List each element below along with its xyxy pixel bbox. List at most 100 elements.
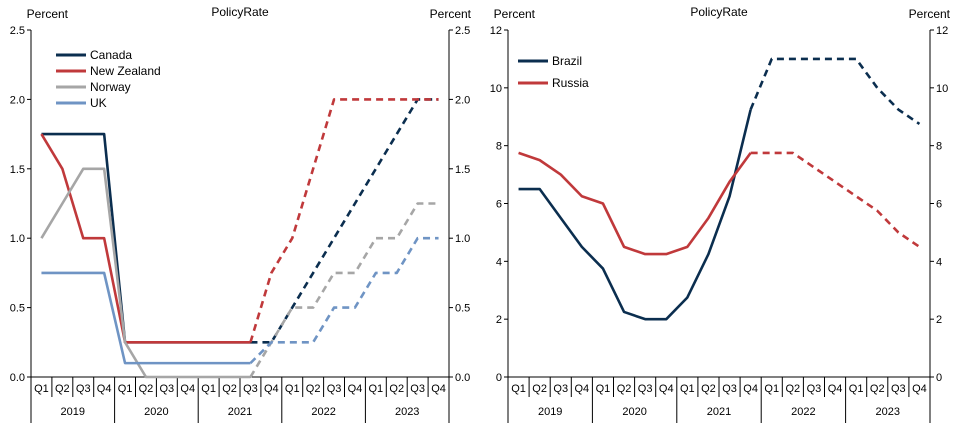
- x-tick-label-quarter: Q2: [389, 383, 404, 395]
- x-tick-label-quarter: Q2: [617, 383, 632, 395]
- x-tick-label-quarter: Q1: [369, 383, 384, 395]
- x-tick-label-quarter: Q1: [201, 383, 216, 395]
- y-tick-label-left: 2.0: [10, 94, 25, 106]
- y-tick-label-right: 0.5: [455, 303, 470, 315]
- legend-label-russia: Russia: [552, 76, 589, 90]
- x-tick-label-quarter: Q3: [722, 383, 737, 395]
- x-tick-label-quarter: Q2: [701, 383, 716, 395]
- series-line-brazil-actual: [518, 109, 752, 321]
- y-tick-label-right: 6: [936, 199, 942, 211]
- chart-title: PolicyRate: [211, 5, 269, 19]
- x-tick-label-quarter: Q4: [828, 383, 843, 395]
- x-tick-label-year: 2021: [228, 406, 252, 418]
- legend-label-canada: Canada: [90, 48, 132, 62]
- y-axis-label-right: Percent: [909, 7, 951, 21]
- series-line-uk-actual: [41, 271, 251, 365]
- x-tick-label-quarter: Q3: [553, 383, 568, 395]
- y-tick-label-right: 8: [936, 141, 942, 153]
- x-tick-label-quarter: Q4: [97, 383, 112, 395]
- x-tick-label-quarter: Q4: [431, 383, 446, 395]
- x-tick-label-quarter: Q1: [285, 383, 300, 395]
- y-axis-label-left: Percent: [494, 7, 536, 21]
- y-tick-label-left: 4: [496, 256, 502, 268]
- y-axis-label-left: Percent: [27, 7, 69, 21]
- y-tick-label-right: 12: [936, 25, 948, 37]
- x-tick-label-quarter: Q3: [891, 383, 906, 395]
- series-line-uk-projection: [249, 236, 439, 365]
- x-tick-label-quarter: Q4: [348, 383, 363, 395]
- y-tick-label-right: 10: [936, 83, 948, 95]
- y-tick-label-right: 0.0: [455, 372, 470, 384]
- x-tick-label-quarter: Q3: [410, 383, 425, 395]
- series-line-brazil-projection: [749, 57, 921, 126]
- series-line-russia-projection: [750, 151, 921, 248]
- x-tick-label-quarter: Q1: [511, 383, 526, 395]
- chart-title: PolicyRate: [690, 5, 748, 19]
- x-tick-label-quarter: Q1: [764, 383, 779, 395]
- x-tick-label-quarter: Q3: [807, 383, 822, 395]
- y-tick-label-left: 0.5: [10, 303, 25, 315]
- y-tick-label-left: 0.0: [10, 372, 25, 384]
- series-line-norway-projection: [249, 202, 439, 378]
- x-tick-label-quarter: Q3: [327, 383, 342, 395]
- y-tick-label-right: 1.0: [455, 233, 470, 245]
- series-line-new-zealand-actual: [40, 133, 251, 344]
- x-tick-label-year: 2021: [707, 406, 731, 418]
- series-line-norway-actual: [40, 167, 251, 379]
- x-tick-label-quarter: Q3: [160, 383, 175, 395]
- x-tick-label-quarter: Q4: [264, 383, 279, 395]
- x-tick-label-quarter: Q2: [55, 383, 70, 395]
- y-tick-label-right: 2.0: [455, 94, 470, 106]
- x-tick-label-year: 2019: [538, 406, 562, 418]
- y-tick-label-right: 2.5: [455, 25, 470, 37]
- y-tick-label-right: 1.5: [455, 164, 470, 176]
- x-tick-label-quarter: Q4: [659, 383, 674, 395]
- legend-label-uk: UK: [90, 96, 107, 110]
- y-tick-label-left: 10: [490, 83, 502, 95]
- series-line-new-zealand-projection: [249, 98, 439, 343]
- legend-label-brazil: Brazil: [552, 54, 582, 68]
- x-tick-label-quarter: Q3: [76, 383, 91, 395]
- series-line-canada-projection: [250, 98, 439, 344]
- x-tick-label-year: 2019: [61, 406, 85, 418]
- series-line-canada-actual: [41, 132, 251, 344]
- x-tick-label-quarter: Q4: [575, 383, 590, 395]
- y-tick-label-left: 1.0: [10, 233, 25, 245]
- x-tick-label-quarter: Q1: [34, 383, 49, 395]
- x-tick-label-quarter: Q1: [118, 383, 133, 395]
- x-tick-label-year: 2022: [791, 406, 815, 418]
- x-tick-label-quarter: Q2: [870, 383, 885, 395]
- x-tick-label-quarter: Q2: [786, 383, 801, 395]
- y-tick-label-left: 12: [490, 25, 502, 37]
- y-tick-label-left: 8: [496, 141, 502, 153]
- legend-label-new-zealand: New Zealand: [90, 64, 161, 78]
- x-tick-label-quarter: Q3: [638, 383, 653, 395]
- x-tick-label-quarter: Q4: [743, 383, 758, 395]
- x-tick-label-year: 2023: [395, 406, 419, 418]
- legend-label-norway: Norway: [90, 80, 131, 94]
- y-tick-label-right: 2: [936, 314, 942, 326]
- y-tick-label-right: 0: [936, 372, 942, 384]
- x-tick-label-quarter: Q1: [596, 383, 611, 395]
- x-tick-label-quarter: Q2: [306, 383, 321, 395]
- x-tick-label-quarter: Q3: [243, 383, 258, 395]
- x-tick-label-year: 2022: [311, 406, 335, 418]
- right-chart-emerging-economies: Percent PolicyRate Percent 0 0 2 2 4 4 6 6 8 8 10 10 12…: [490, 5, 951, 423]
- y-tick-label-left: 6: [496, 199, 502, 211]
- x-tick-label-quarter: Q4: [912, 383, 927, 395]
- y-tick-label-right: 4: [936, 256, 942, 268]
- x-tick-label-year: 2020: [622, 406, 646, 418]
- y-tick-label-left: 1.5: [10, 164, 25, 176]
- y-tick-label-left: 2: [496, 314, 502, 326]
- x-tick-label-quarter: Q1: [680, 383, 695, 395]
- series-line-russia-actual: [518, 151, 752, 256]
- x-tick-label-year: 2020: [144, 406, 168, 418]
- x-tick-label-quarter: Q2: [222, 383, 237, 395]
- x-tick-label-quarter: Q1: [849, 383, 864, 395]
- y-tick-label-left: 2.5: [10, 25, 25, 37]
- x-tick-label-year: 2023: [876, 406, 900, 418]
- y-axis-label-right: Percent: [430, 7, 472, 21]
- x-tick-label-quarter: Q2: [532, 383, 547, 395]
- x-tick-label-quarter: Q2: [139, 383, 154, 395]
